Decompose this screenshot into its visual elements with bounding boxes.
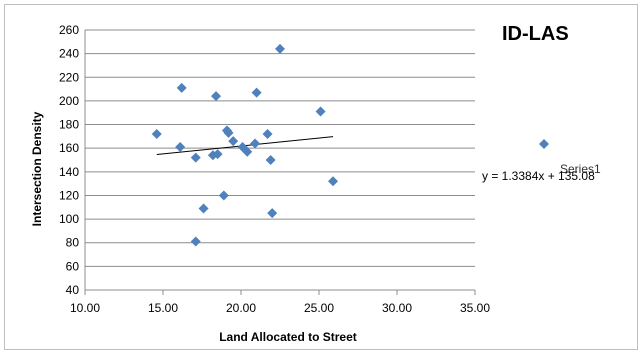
data-point-12 (228, 136, 239, 147)
x-tick-4: 30.00 (382, 301, 412, 315)
data-point-9 (218, 190, 229, 201)
y-tick-6: 160 (59, 141, 79, 155)
data-point-17 (262, 129, 273, 139)
y-tick-2: 80 (66, 236, 80, 250)
data-point-21 (315, 106, 326, 117)
data-point-20 (275, 43, 285, 54)
data-point-22 (328, 176, 339, 187)
y-tick-10: 240 (59, 47, 79, 61)
y-tick-labels: 40 60 80 100 120 140 160 180 200 220 240 260 (59, 23, 79, 297)
legend-label: Series1 (560, 162, 601, 176)
y-tick-11: 260 (59, 23, 79, 37)
x-tick-labels: 10.00 15.00 20.00 25.00 30.00 35.00 (70, 301, 490, 315)
data-point-0 (151, 129, 162, 139)
x-tick-2: 20.00 (226, 301, 256, 315)
y-tick-4: 120 (59, 188, 79, 202)
legend-marker (539, 139, 549, 149)
data-point-2 (176, 82, 187, 93)
data-point-1 (175, 142, 186, 152)
y-tick-7: 180 (59, 118, 79, 132)
y-tick-1: 60 (66, 259, 80, 273)
x-axis-title: Land Allocated to Street (219, 330, 357, 344)
data-point-18 (265, 155, 276, 165)
chart-frame: 40 60 80 100 120 140 160 180 200 220 240 260 10.00 1… (4, 4, 638, 350)
y-tick-9: 220 (59, 70, 79, 84)
trendline-equation: y = 1.3384x + 135.08 (482, 169, 595, 183)
data-point-19 (267, 208, 278, 219)
data-point-5 (198, 203, 209, 214)
data-point-8 (212, 149, 223, 160)
gridlines (85, 29, 475, 291)
data-point-16 (251, 87, 262, 98)
chart-title: ID-LAS (502, 23, 569, 45)
x-tick-5: 35.00 (460, 301, 490, 315)
x-tick-1: 15.00 (148, 301, 178, 315)
data-point-14 (242, 146, 253, 157)
data-point-3 (190, 152, 201, 163)
axes (84, 30, 476, 295)
data-point-7 (211, 91, 222, 102)
data-points (151, 43, 339, 247)
y-tick-8: 200 (59, 94, 79, 108)
y-tick-0: 40 (66, 283, 80, 297)
data-point-15 (250, 138, 261, 149)
x-tick-0: 10.00 (70, 301, 100, 315)
x-tick-3: 25.00 (304, 301, 334, 315)
y-axis-title: Intersection Density (30, 111, 44, 226)
y-tick-3: 100 (59, 212, 79, 226)
data-point-4 (190, 236, 201, 247)
y-tick-5: 140 (59, 165, 79, 179)
